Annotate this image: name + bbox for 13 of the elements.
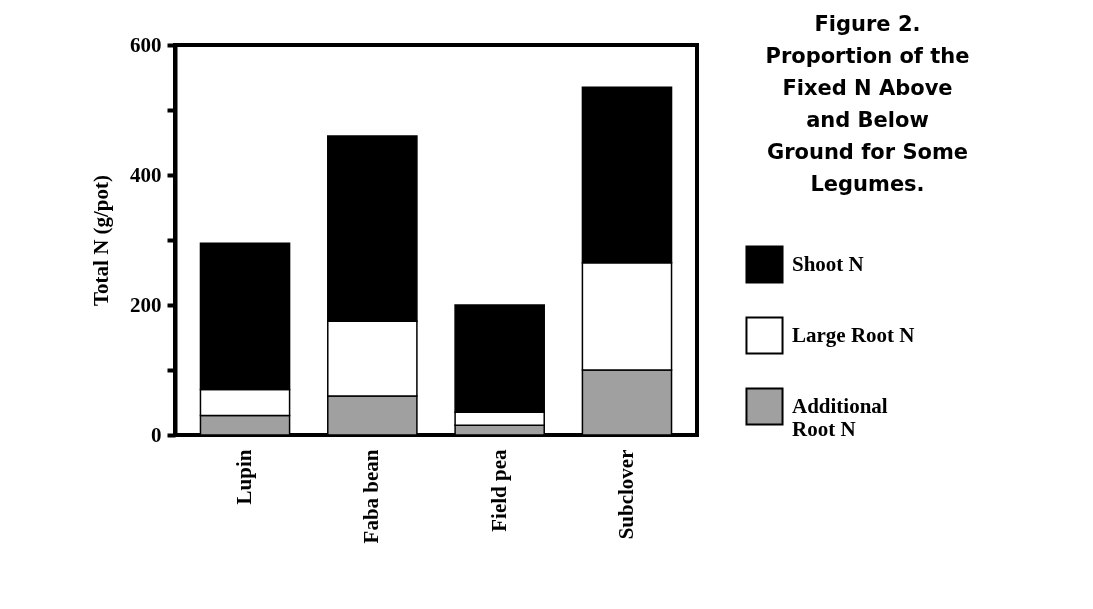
y-tick-label: 0 [151, 422, 162, 447]
text: Figure 2. Proportion of the Fixed N Above and Below Ground for Some Legumes. [764, 11, 971, 198]
legend-label: Large Root N [792, 322, 915, 347]
y-tick-label: 400 [130, 162, 162, 187]
x-tick-label: Subclover [613, 449, 638, 540]
y-axis-title: Total N (g/pot) [89, 174, 113, 307]
legend-label: Additional Root N [792, 393, 888, 441]
legend-label: Shoot N [792, 251, 864, 276]
y-tick-label: 600 [130, 32, 162, 57]
x-tick-label: Lupin [232, 449, 257, 505]
x-tick-label: Faba bean [359, 449, 384, 544]
x-tick-label: Field pea [486, 449, 511, 532]
y-tick-label: 200 [130, 292, 162, 317]
